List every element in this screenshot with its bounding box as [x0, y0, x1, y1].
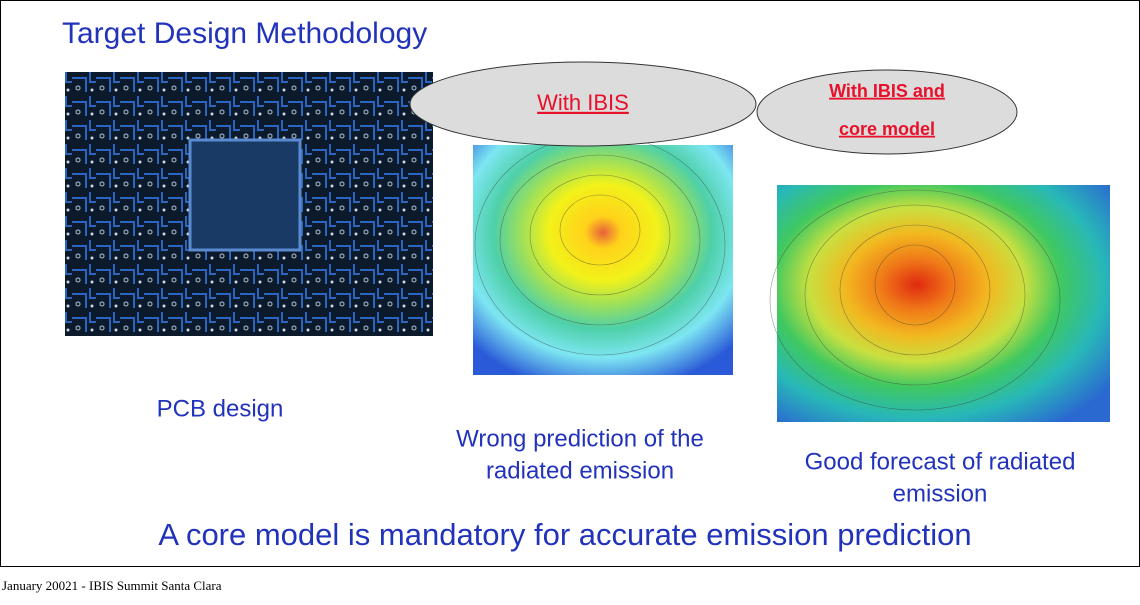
bubble-text: With IBIS and: [829, 81, 945, 101]
page: {"slide": { "title": "Target Design Meth…: [0, 0, 1140, 605]
bubble-text: core model: [839, 119, 935, 139]
caption: emission: [893, 480, 988, 507]
caption: Wrong prediction of the: [456, 425, 704, 452]
conclusion: A core model is mandatory for accurate e…: [158, 517, 971, 552]
title: Target Design Methodology: [62, 17, 427, 50]
caption: radiated emission: [486, 457, 674, 484]
bubble-text: With IBIS: [537, 90, 629, 115]
caption: Good forecast of radiated: [805, 448, 1076, 475]
heatmap-ibis: [473, 145, 733, 375]
footer: January 20021 - IBIS Summit Santa Clara: [2, 578, 222, 593]
slide: Target Design Methodology With IBIS With …: [0, 0, 1140, 605]
caption: PCB design: [157, 395, 284, 422]
pcb-chip: [190, 140, 300, 250]
